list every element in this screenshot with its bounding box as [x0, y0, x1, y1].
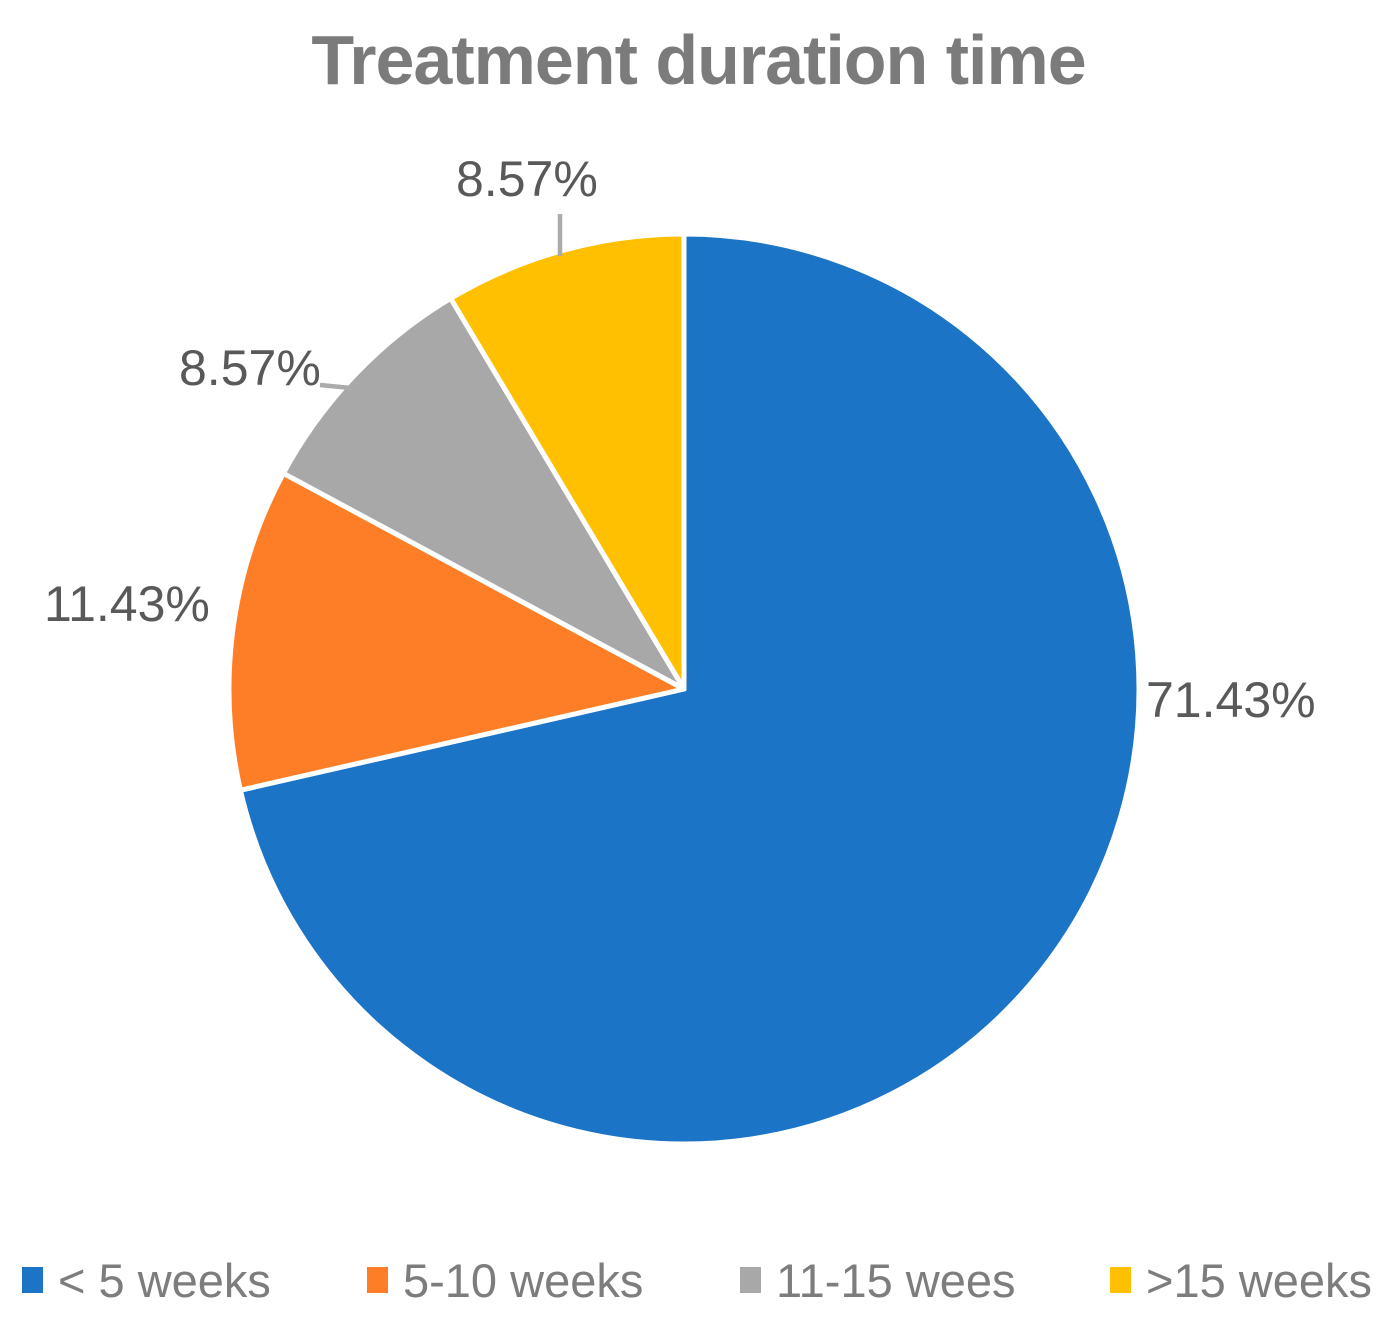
legend-label: >15 weeks: [1146, 1253, 1373, 1307]
legend-label: 11-15 wees: [776, 1253, 1016, 1307]
legend-swatch-icon: [1110, 1267, 1131, 1293]
chart-title: Treatment duration time: [311, 21, 1086, 99]
leader-line-gray: [319, 382, 352, 391]
data-label-lt5-weeks: 71.43%: [1146, 672, 1316, 728]
pie-slice-1: [226, 470, 687, 793]
data-label-gt15-weeks: 8.57%: [456, 151, 598, 207]
legend-item-5-10-weeks: 5-10 weeks: [367, 1252, 643, 1308]
legend-item-gt15-weeks: >15 weeks: [1110, 1252, 1372, 1308]
legend-label: 5-10 weeks: [403, 1253, 644, 1307]
pie-slice-0: [237, 231, 1142, 1147]
data-label-5-10-weeks: 11.43%: [44, 576, 210, 632]
pie-slice-2: [280, 295, 687, 692]
legend-item-11-15-weeks: 11-15 wees: [740, 1252, 1016, 1308]
pie-slices: [226, 231, 1142, 1147]
data-label-11-15-weeks: 8.57%: [179, 340, 321, 396]
legend-swatch-icon: [740, 1267, 761, 1293]
legend-swatch-icon: [22, 1267, 43, 1293]
pie-slice-3: [448, 231, 687, 692]
legend-swatch-icon: [367, 1267, 388, 1293]
legend-item-lt5-weeks: < 5 weeks: [22, 1252, 271, 1308]
legend-label: < 5 weeks: [58, 1253, 271, 1307]
